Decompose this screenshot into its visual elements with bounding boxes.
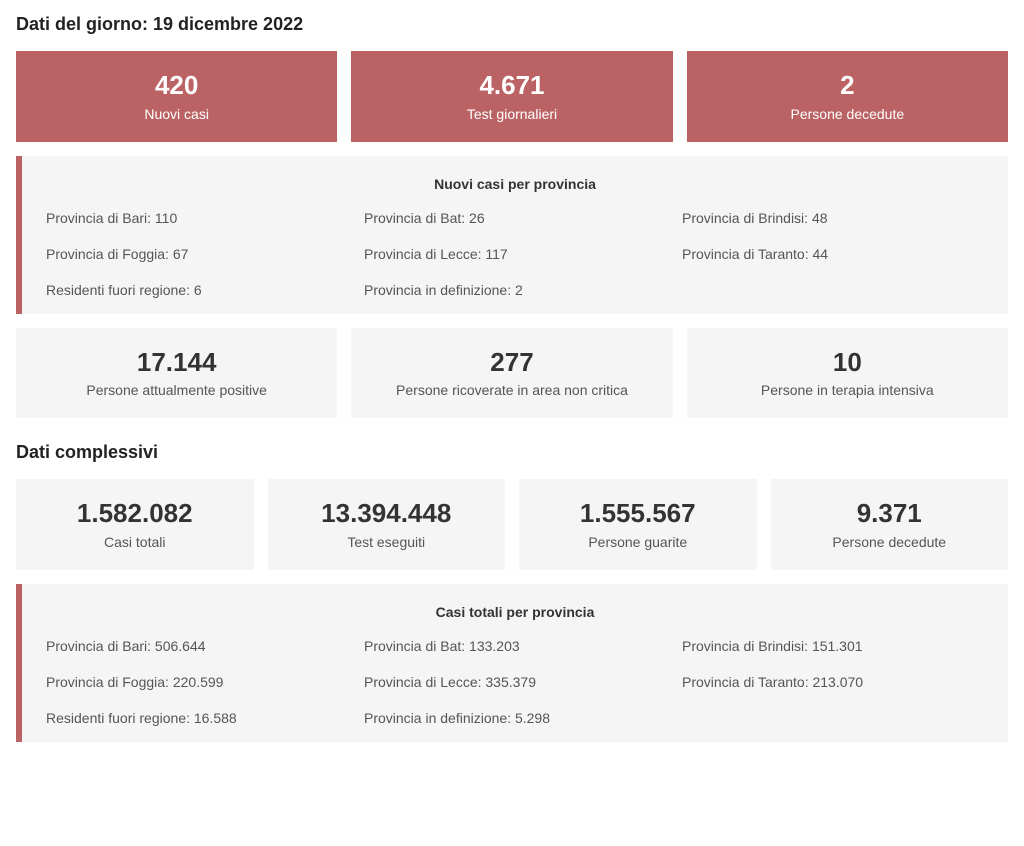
overall-cards-row: 1.582.082 Casi totali 13.394.448 Test es… [16, 479, 1008, 570]
province-cell: Provincia di Foggia: 67 [46, 246, 348, 262]
card-label: Casi totali [26, 534, 244, 550]
card-nuovi-casi: 420 Nuovi casi [16, 51, 337, 142]
card-label: Persone attualmente positive [26, 382, 327, 398]
card-casi-totali: 1.582.082 Casi totali [16, 479, 254, 570]
panel-grid: Provincia di Bari: 506.644 Provincia di … [46, 638, 984, 726]
overall-title: Dati complessivi [16, 442, 1008, 463]
province-cell: Residenti fuori regione: 16.588 [46, 710, 348, 726]
card-value: 10 [697, 346, 998, 379]
panel-grid: Provincia di Bari: 110 Provincia di Bat:… [46, 210, 984, 298]
card-label: Persone ricoverate in area non critica [361, 382, 662, 398]
card-label: Persone decedute [781, 534, 999, 550]
province-cell: Provincia di Brindisi: 151.301 [682, 638, 984, 654]
province-cell: Provincia di Lecce: 335.379 [364, 674, 666, 690]
province-cell: Provincia di Bari: 506.644 [46, 638, 348, 654]
card-value: 13.394.448 [278, 497, 496, 530]
province-cell: Provincia di Lecce: 117 [364, 246, 666, 262]
province-cell: Provincia in definizione: 2 [364, 282, 666, 298]
card-value: 1.582.082 [26, 497, 244, 530]
province-cell: Provincia di Bat: 26 [364, 210, 666, 226]
card-label: Nuovi casi [26, 106, 327, 122]
panel-title: Casi totali per provincia [46, 604, 984, 620]
province-cell: Provincia di Taranto: 213.070 [682, 674, 984, 690]
card-ricoverate-non-critica: 277 Persone ricoverate in area non criti… [351, 328, 672, 419]
card-value: 9.371 [781, 497, 999, 530]
card-attualmente-positive: 17.144 Persone attualmente positive [16, 328, 337, 419]
card-persone-guarite: 1.555.567 Persone guarite [519, 479, 757, 570]
province-cell: Provincia di Bari: 110 [46, 210, 348, 226]
card-test-giornalieri: 4.671 Test giornalieri [351, 51, 672, 142]
card-value: 17.144 [26, 346, 327, 379]
panel-title: Nuovi casi per provincia [46, 176, 984, 192]
card-persone-decedute: 2 Persone decedute [687, 51, 1008, 142]
card-value: 420 [26, 69, 327, 102]
daily-title: Dati del giorno: 19 dicembre 2022 [16, 14, 1008, 35]
card-value: 1.555.567 [529, 497, 747, 530]
card-label: Test giornalieri [361, 106, 662, 122]
province-cell: Residenti fuori regione: 6 [46, 282, 348, 298]
province-cell: Provincia di Foggia: 220.599 [46, 674, 348, 690]
card-label: Test eseguiti [278, 534, 496, 550]
daily-status-cards-row: 17.144 Persone attualmente positive 277 … [16, 328, 1008, 419]
card-label: Persone guarite [529, 534, 747, 550]
card-label: Persone in terapia intensiva [697, 382, 998, 398]
daily-province-panel: Nuovi casi per provincia Provincia di Ba… [16, 156, 1008, 314]
province-cell: Provincia in definizione: 5.298 [364, 710, 666, 726]
province-cell: Provincia di Taranto: 44 [682, 246, 984, 262]
card-persone-decedute-totali: 9.371 Persone decedute [771, 479, 1009, 570]
card-test-eseguiti: 13.394.448 Test eseguiti [268, 479, 506, 570]
card-value: 4.671 [361, 69, 662, 102]
card-value: 277 [361, 346, 662, 379]
card-value: 2 [697, 69, 998, 102]
overall-province-panel: Casi totali per provincia Provincia di B… [16, 584, 1008, 742]
card-label: Persone decedute [697, 106, 998, 122]
card-terapia-intensiva: 10 Persone in terapia intensiva [687, 328, 1008, 419]
province-cell: Provincia di Bat: 133.203 [364, 638, 666, 654]
daily-top-cards-row: 420 Nuovi casi 4.671 Test giornalieri 2 … [16, 51, 1008, 142]
province-cell: Provincia di Brindisi: 48 [682, 210, 984, 226]
